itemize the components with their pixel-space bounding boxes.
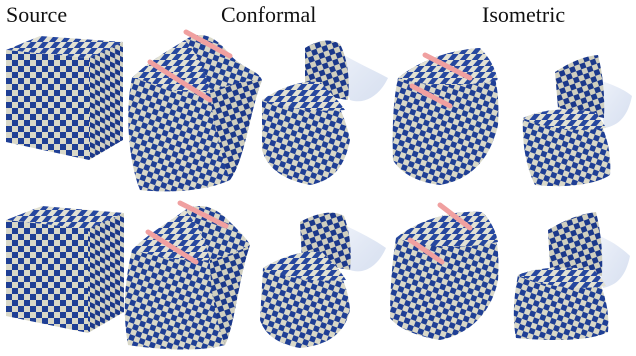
source-cube-row-2 (6, 206, 124, 333)
conformal-a-row-1 (128, 29, 262, 192)
conformal-b-row-1 (262, 40, 388, 185)
isometric-a-row-1 (392, 48, 499, 185)
isometric-b-row-1 (522, 55, 632, 187)
isometric-a-row-2 (390, 202, 499, 340)
isometric-b-row-2 (513, 212, 630, 340)
conformal-b-row-2 (260, 212, 386, 348)
source-cube-row-1 (6, 36, 123, 160)
conformal-a-row-2 (124, 200, 250, 350)
row-2 (6, 200, 630, 350)
header-isometric: Isometric (482, 2, 566, 27)
row-1 (6, 29, 632, 192)
header-conformal: Conformal (221, 2, 317, 27)
header-source: Source (6, 2, 68, 27)
